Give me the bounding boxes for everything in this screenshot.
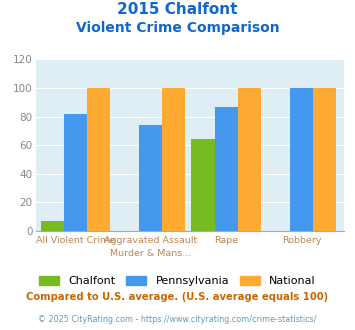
Bar: [237, 88, 261, 231]
Text: Murder & Mans...: Murder & Mans...: [110, 249, 191, 258]
Bar: [162, 88, 185, 231]
Text: © 2025 CityRating.com - https://www.cityrating.com/crime-statistics/: © 2025 CityRating.com - https://www.city…: [38, 315, 317, 324]
Bar: [87, 88, 110, 231]
Text: All Violent Crime: All Violent Crime: [36, 236, 115, 245]
Text: 2015 Chalfont: 2015 Chalfont: [117, 2, 238, 16]
Bar: [64, 114, 87, 231]
Bar: [191, 140, 214, 231]
Text: Aggravated Assault: Aggravated Assault: [104, 236, 197, 245]
Legend: Chalfont, Pennsylvania, National: Chalfont, Pennsylvania, National: [35, 271, 320, 290]
Bar: [139, 125, 162, 231]
Bar: [313, 88, 336, 231]
Bar: [290, 88, 313, 231]
Bar: [41, 221, 64, 231]
Text: Robbery: Robbery: [282, 236, 321, 245]
Bar: [214, 107, 237, 231]
Text: Rape: Rape: [214, 236, 238, 245]
Text: Violent Crime Comparison: Violent Crime Comparison: [76, 21, 279, 35]
Text: Compared to U.S. average. (U.S. average equals 100): Compared to U.S. average. (U.S. average …: [26, 292, 329, 302]
